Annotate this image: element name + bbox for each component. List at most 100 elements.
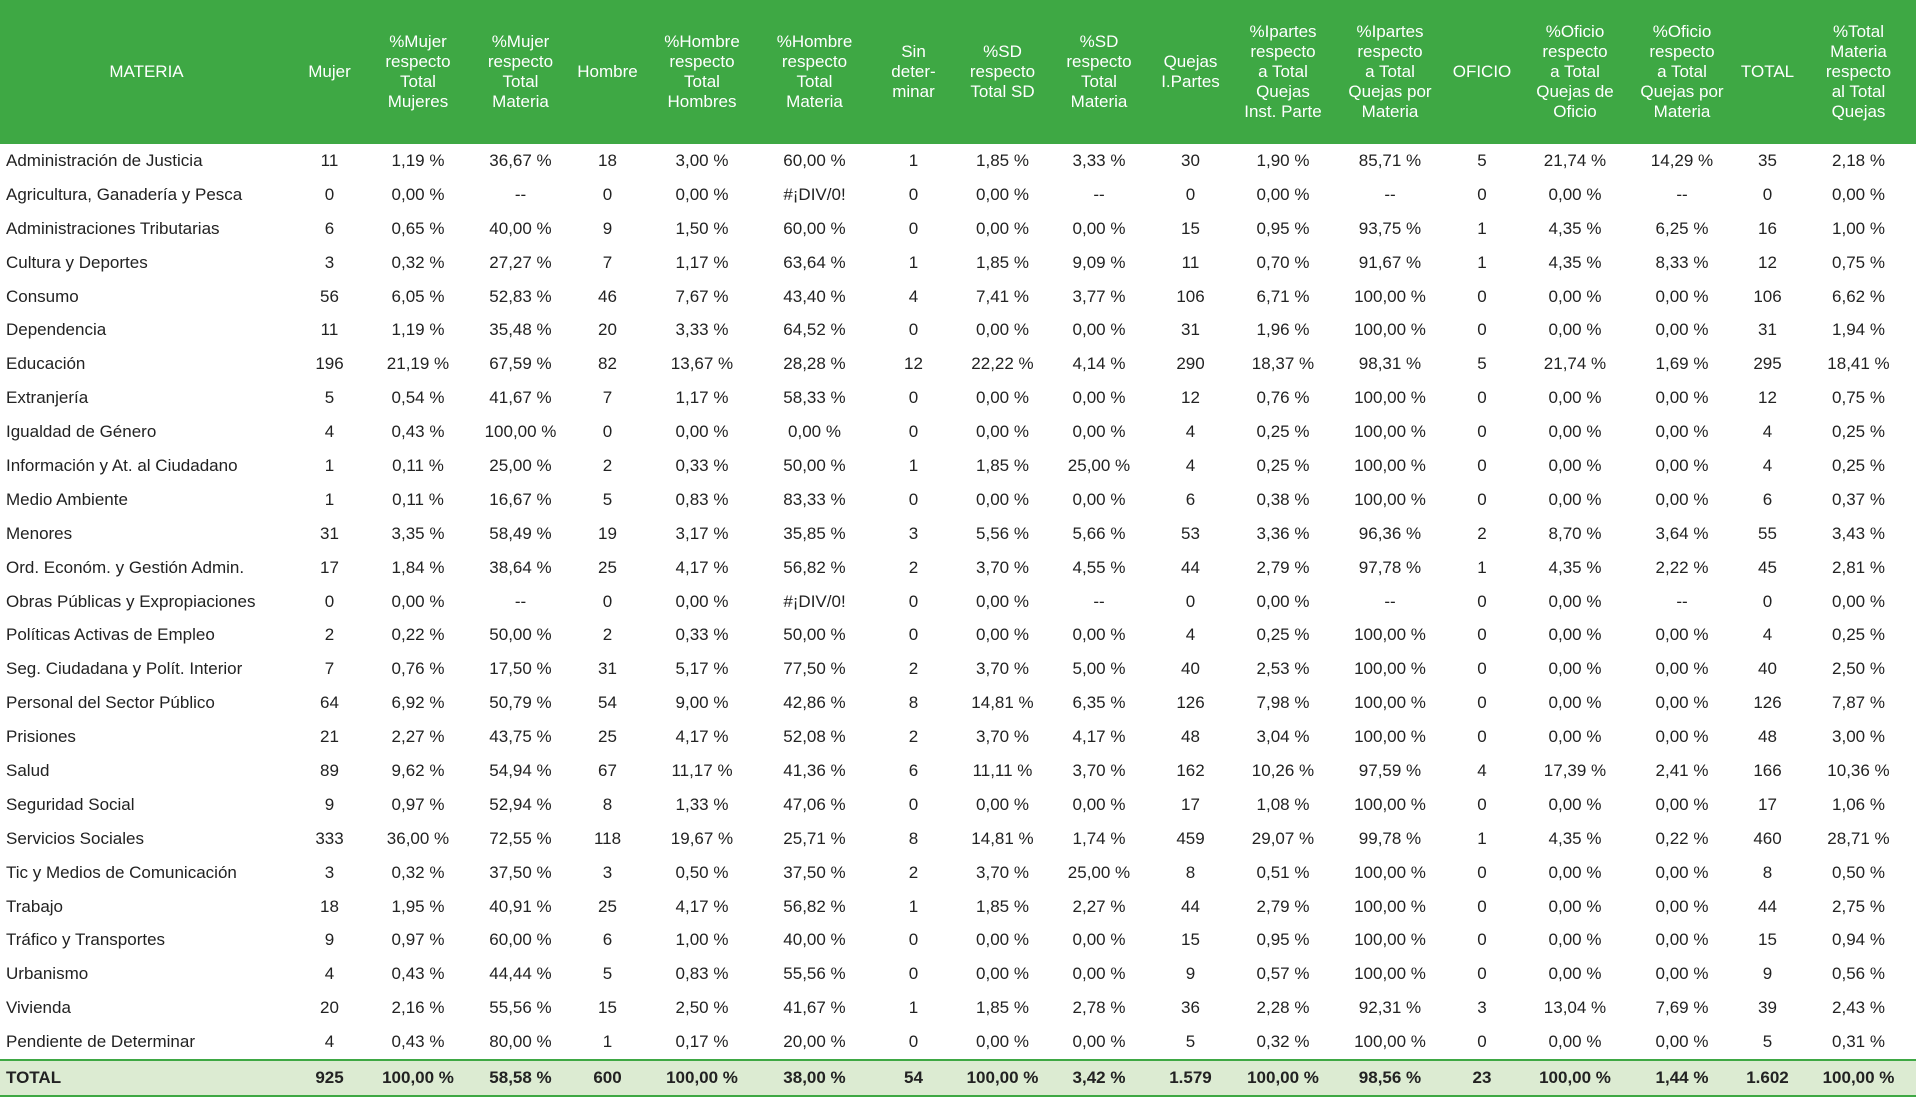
table-cell: 7 xyxy=(602,252,613,272)
table-cell: 0,00 % xyxy=(1072,422,1126,442)
total-cell: 1.602 xyxy=(1734,1059,1801,1097)
column-header: %Hombre respecto Total Materia xyxy=(760,0,869,144)
table-cell: 0,00 % xyxy=(391,184,445,204)
table-cell: 2,43 % xyxy=(1832,998,1885,1018)
table-row: Personal del Sector Público 64 6,92 % 50,79… xyxy=(0,686,1916,720)
table-cell: 0,00 % xyxy=(976,930,1029,950)
table-cell: 0 xyxy=(1477,693,1487,713)
table-cell: 7,67 % xyxy=(675,286,729,306)
table-cell: 0,00 % xyxy=(1655,625,1709,645)
table-row: Educación 196 21,19 % 67,59 % 82 13,67 % 28,28… xyxy=(0,347,1916,381)
table-cell: 31 xyxy=(320,523,339,543)
table-cell: 15 xyxy=(1181,930,1200,950)
table-cell: 13,67 % xyxy=(670,354,734,374)
table-cell: 0,00 % xyxy=(1548,727,1602,747)
table-cell: 0,00 % xyxy=(1548,455,1602,475)
table-cell: 56,82 % xyxy=(783,557,846,577)
table-cell: 0,95 % xyxy=(1256,930,1310,950)
table-cell: 10,26 % xyxy=(1251,760,1315,780)
table-cell: 55 xyxy=(1758,523,1777,543)
table-cell: 0,00 % xyxy=(788,422,841,442)
row-label: Trabajo xyxy=(6,896,64,916)
table-cell: -- xyxy=(1676,184,1688,204)
table-cell: 40 xyxy=(1758,659,1777,679)
total-cell: 100,00 % xyxy=(958,1059,1047,1097)
table-cell: 6,25 % xyxy=(1655,218,1709,238)
table-cell: 50,00 % xyxy=(783,625,846,645)
table-cell: 1,33 % xyxy=(675,794,729,814)
table-cell: 100,00 % xyxy=(1354,422,1426,442)
total-cell: 100,00 % xyxy=(366,1059,470,1097)
table-row: Agricultura, Ganadería y Pesca 0 0,00 % -- 0… xyxy=(0,178,1916,212)
table-cell: 0,00 % xyxy=(1655,794,1709,814)
table-cell: 1,17 % xyxy=(675,252,729,272)
table-cell: 0,83 % xyxy=(675,964,729,984)
table-cell: 89 xyxy=(320,760,339,780)
row-label: Educación xyxy=(6,354,86,374)
table-cell: 40,00 % xyxy=(489,218,552,238)
table-cell: 7 xyxy=(602,388,613,408)
total-cell: 38,00 % xyxy=(760,1059,869,1097)
row-label: Extranjería xyxy=(6,388,89,408)
table-cell: 17 xyxy=(1758,794,1777,814)
table-cell: 60,00 % xyxy=(489,930,552,950)
table-cell: 7,41 % xyxy=(976,286,1029,306)
table-cell: 0,00 % xyxy=(1655,727,1709,747)
table-cell: 52,83 % xyxy=(489,286,552,306)
table-cell: 1,96 % xyxy=(1256,320,1310,340)
table-cell: 100,00 % xyxy=(1354,1032,1426,1052)
table-cell: 29,07 % xyxy=(1251,828,1315,848)
table-cell: 0,50 % xyxy=(675,862,729,882)
table-cell: 0,00 % xyxy=(1655,930,1709,950)
table-cell: 1,85 % xyxy=(976,150,1029,170)
table-cell: 1,06 % xyxy=(1832,794,1885,814)
table-cell: 0,54 % xyxy=(391,388,445,408)
table-cell: 0,31 % xyxy=(1832,1032,1885,1052)
row-label: Administración de Justicia xyxy=(6,150,203,170)
table-cell: 0 xyxy=(908,218,919,238)
table-cell: 100,00 % xyxy=(1354,659,1426,679)
table-cell: 25,00 % xyxy=(489,455,552,475)
table-cell: 0 xyxy=(602,184,613,204)
table-cell: 0,00 % xyxy=(1655,659,1709,679)
table-cell: 0 xyxy=(908,489,919,509)
table-cell: 0,65 % xyxy=(391,218,445,238)
table-cell: 12 xyxy=(1181,388,1200,408)
row-label: Medio Ambiente xyxy=(6,489,128,509)
table-cell: 100,00 % xyxy=(1354,794,1426,814)
table-cell: 99,78 % xyxy=(1358,828,1422,848)
table-cell: 9,09 % xyxy=(1072,252,1126,272)
table-cell: 8,33 % xyxy=(1655,252,1709,272)
table-cell: 100,00 % xyxy=(1354,625,1426,645)
table-cell: 100,00 % xyxy=(1354,727,1426,747)
table-cell: 8 xyxy=(908,828,919,848)
row-label: Cultura y Deportes xyxy=(6,252,148,272)
table-cell: 2,28 % xyxy=(1256,998,1310,1018)
table-cell: #¡DIV/0! xyxy=(783,591,846,611)
column-header: MATERIA xyxy=(0,0,293,144)
table-cell: 0,00 % xyxy=(976,625,1029,645)
row-label: Ord. Económ. y Gestión Admin. xyxy=(6,557,245,577)
table-cell: 4 xyxy=(1762,625,1773,645)
table-cell: 14,81 % xyxy=(971,828,1034,848)
total-row: TOTAL 925 100,00 % 58,58 % 600 100,00 % 38,00 … xyxy=(0,1059,1916,1097)
table-cell: 56,82 % xyxy=(783,896,846,916)
table-cell: 2,79 % xyxy=(1256,557,1310,577)
table-row: Extranjería 5 0,54 % 41,67 % 7 1,17 % 58,33 % 0… xyxy=(0,381,1916,415)
table-cell: 5,00 % xyxy=(1072,659,1126,679)
table-cell: 0 xyxy=(908,591,919,611)
table-row: Seg. Ciudadana y Polít. Interior 7 0,76 % 1… xyxy=(0,652,1916,686)
table-cell: 36,67 % xyxy=(489,150,552,170)
table-cell: 1,95 % xyxy=(391,896,445,916)
table-cell: 3,35 % xyxy=(391,523,445,543)
table-cell: 64,52 % xyxy=(783,320,846,340)
table-cell: 1 xyxy=(908,998,919,1018)
table-cell: 2,27 % xyxy=(1072,896,1126,916)
row-label: Seg. Ciudadana y Polít. Interior xyxy=(6,659,243,679)
row-label: Seguridad Social xyxy=(6,794,135,814)
table-cell: 0,00 % xyxy=(1655,422,1709,442)
table-cell: 50,79 % xyxy=(489,693,552,713)
table-cell: 1,85 % xyxy=(976,455,1029,475)
table-cell: 98,31 % xyxy=(1358,354,1422,374)
